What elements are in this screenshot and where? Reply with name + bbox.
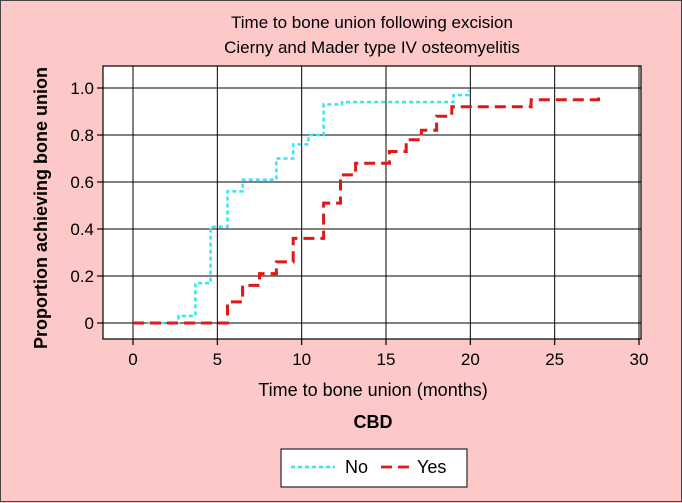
chart-title-line-1: Time to bone union following excision xyxy=(231,13,513,32)
x-axis-label: Time to bone union (months) xyxy=(258,380,487,400)
chart-subtitle: CBD xyxy=(354,412,393,432)
legend: No Yes xyxy=(280,448,468,488)
plot-area xyxy=(102,65,642,340)
x-tick-label: 25 xyxy=(545,350,564,369)
series-line-no xyxy=(133,90,470,325)
y-axis-label: Proportion achieving bone union xyxy=(31,67,51,349)
legend-label-yes: Yes xyxy=(417,457,446,477)
series-lines xyxy=(133,90,600,325)
y-tick-label: 1.0 xyxy=(70,79,94,98)
legend-label-no: No xyxy=(345,457,368,477)
axis-ticks: 0 0.2 0.4 0.6 0.8 1.0 0 5 10 15 20 25 30 xyxy=(70,79,648,369)
grid-lines xyxy=(103,66,641,339)
y-tick-label: 0.6 xyxy=(70,173,94,192)
x-tick-label: 10 xyxy=(292,350,311,369)
x-tick-label: 30 xyxy=(630,350,649,369)
x-tick-label: 20 xyxy=(461,350,480,369)
chart-title-line-2: Cierny and Mader type IV osteomyelitis xyxy=(224,38,520,57)
y-tick-label: 0.2 xyxy=(70,267,94,286)
y-tick-label: 0.8 xyxy=(70,126,94,145)
x-tick-label: 15 xyxy=(377,350,396,369)
y-tick-label: 0.4 xyxy=(70,220,94,239)
y-tick-label: 0 xyxy=(85,314,94,333)
x-tick-label: 5 xyxy=(213,350,222,369)
x-tick-label: 0 xyxy=(128,350,137,369)
